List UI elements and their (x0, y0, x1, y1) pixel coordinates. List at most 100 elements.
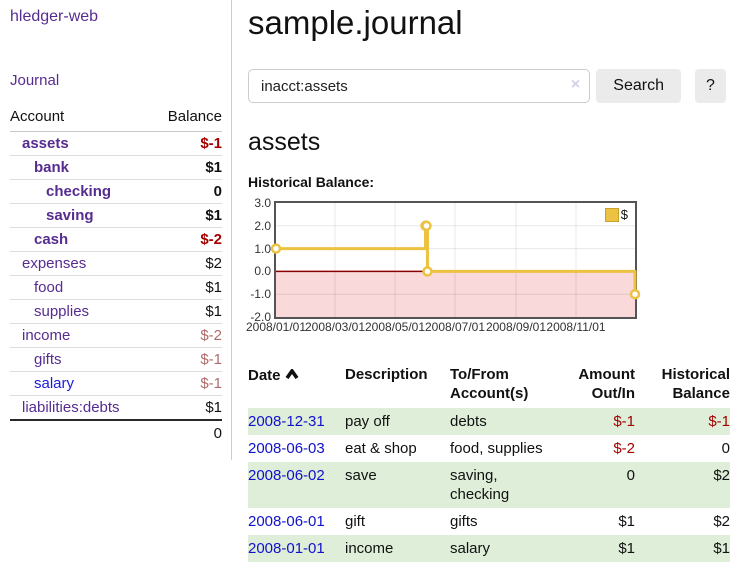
search-button[interactable]: Search (596, 69, 681, 103)
help-button[interactable]: ? (694, 69, 726, 103)
y-axis-tick-label: 2.0 (254, 218, 271, 233)
x-axis-tick-label: 2008/05/01 (364, 320, 426, 334)
description-column-header: Description (345, 366, 428, 383)
sidebar-item-journal[interactable]: Journal (10, 72, 60, 89)
transaction-description: pay off (345, 413, 390, 430)
account-heading: assets (248, 128, 321, 156)
account-link-bank[interactable]: bank (34, 159, 70, 176)
account-row: expenses $2 (10, 251, 222, 276)
account-link-expenses[interactable]: expenses (22, 255, 87, 272)
account-column-header: Account (10, 105, 152, 132)
hledger-web-app: hledger-web Journal Account Balance asse… (0, 0, 730, 562)
search-form: × Search ? (248, 69, 726, 103)
chart-title: Historical Balance: (248, 174, 375, 190)
transaction-balance: $2 (713, 467, 730, 484)
account-row: salary $-1 (10, 371, 222, 396)
accounts-table: Account Balance assets $-1 bank $1 checking 0… (10, 105, 222, 446)
account-link-assets[interactable]: assets (22, 135, 69, 152)
account-balance: $1 (151, 395, 222, 420)
register-row: 2008-12-31 pay off debts $-1 $-1 (248, 408, 730, 435)
account-link-gifts[interactable]: gifts (34, 351, 62, 368)
register-table: Date Description To/From Account(s) Amou… (248, 363, 730, 562)
y-axis-tick-label: -1.0 (250, 287, 271, 302)
transaction-description: eat & shop (345, 440, 417, 457)
account-link-supplies[interactable]: supplies (34, 303, 90, 320)
transaction-date-link[interactable]: 2008-06-02 (248, 467, 325, 484)
account-row: food $1 (10, 275, 222, 300)
transaction-date-link[interactable]: 2008-12-31 (248, 413, 325, 430)
transaction-accounts: salary (450, 540, 491, 557)
transaction-accounts: food, supplies (450, 440, 543, 457)
transaction-accounts: saving, checking (450, 467, 510, 503)
account-row: income $-2 (10, 323, 222, 348)
transaction-date-link[interactable]: 2008-06-03 (248, 440, 325, 457)
x-axis-tick-label: 2008/01/01 (245, 320, 307, 334)
account-balance: $-1 (200, 135, 222, 152)
sidebar: hledger-web Journal Account Balance asse… (0, 0, 232, 460)
search-input-wrap: × (248, 69, 591, 103)
transaction-balance: $-1 (708, 413, 730, 430)
account-link-liabilities-debts[interactable]: liabilities:debts (22, 399, 120, 416)
account-row: cash $-2 (10, 227, 222, 252)
transaction-description: gift (345, 513, 366, 530)
account-balance: $-2 (151, 323, 222, 348)
account-link-food[interactable]: food (34, 279, 64, 296)
account-link-income[interactable]: income (22, 327, 71, 344)
x-axis-tick-label: 2008/07/01 (424, 320, 486, 334)
series-color-swatch (604, 207, 619, 222)
clear-search-icon[interactable]: × (570, 76, 581, 93)
transaction-amount: $1 (618, 540, 635, 557)
account-balance: $1 (151, 203, 222, 228)
transaction-accounts: gifts (450, 513, 478, 530)
accounts-total-row: 0 (10, 419, 222, 446)
transaction-balance: $1 (713, 540, 730, 557)
chart-legend: $ (604, 207, 628, 222)
accounts-total-value: 0 (151, 419, 222, 446)
date-header-label: Date (248, 367, 281, 384)
x-axis-tick-label: 2008/03/01 (304, 320, 366, 334)
main-content: sample.journal × Search ? assets Histori… (232, 0, 730, 562)
accounts-table-body: assets $-1 bank $1 checking 0 saving $1 cash $-2 e… (10, 132, 222, 446)
sort-ascending-icon (285, 365, 299, 384)
transaction-amount: $1 (618, 513, 635, 530)
account-row: checking 0 (10, 179, 222, 204)
transaction-description: save (345, 467, 377, 484)
account-balance: $-2 (151, 227, 222, 252)
x-axis-tick-label: 2008/09/01 (485, 320, 547, 334)
transaction-date-link[interactable]: 2008-06-01 (248, 513, 325, 530)
historical-balance-chart: $ 3.0 2.0 1.0 0.0 -1.0 -2.0 2008/01/01 2008/03… (245, 197, 668, 339)
transaction-accounts: debts (450, 413, 487, 430)
register-row: 2008-01-01 income salary $1 $1 (248, 535, 730, 562)
account-balance: $-1 (151, 371, 222, 396)
transaction-description: income (345, 540, 394, 557)
account-link-cash[interactable]: cash (34, 231, 69, 248)
page-title: sample.journal (248, 4, 463, 41)
account-link-salary[interactable]: salary (34, 375, 75, 392)
account-row: bank $1 (10, 155, 222, 180)
account-link-checking[interactable]: checking (46, 183, 112, 200)
register-table-body: 2008-12-31 pay off debts $-1 $-1 2008-06-03 ea… (248, 408, 730, 562)
balance-column-header: Balance (151, 105, 222, 132)
transaction-balance: 0 (721, 440, 730, 457)
account-balance: $1 (151, 299, 222, 324)
register-header-row: Date Description To/From Account(s) Amou… (248, 363, 730, 408)
date-column-header[interactable]: Date (248, 363, 345, 408)
account-balance: $1 (151, 155, 222, 180)
transaction-date-link[interactable]: 2008-01-01 (248, 540, 325, 557)
account-row: gifts $-1 (10, 347, 222, 372)
account-balance: 0 (151, 179, 222, 204)
register-row: 2008-06-03 eat & shop food, supplies $-2 0 (248, 435, 730, 462)
transaction-balance: $2 (713, 513, 730, 530)
amount-column-header: Amount Out/In (578, 366, 635, 402)
app-title-link[interactable]: hledger-web (10, 8, 99, 25)
search-input[interactable] (248, 69, 591, 103)
chart-plot-area[interactable]: $ (270, 201, 641, 319)
y-axis-tick-label: 1.0 (254, 241, 271, 256)
account-row: saving $1 (10, 203, 222, 228)
account-row: assets $-1 (10, 132, 222, 156)
transaction-amount: 0 (626, 467, 635, 484)
accounts-header-row: Account Balance (10, 105, 222, 132)
accounts-column-header: To/From Account(s) (450, 366, 529, 402)
chart-series-svg (270, 203, 641, 317)
account-link-saving[interactable]: saving (46, 207, 94, 224)
